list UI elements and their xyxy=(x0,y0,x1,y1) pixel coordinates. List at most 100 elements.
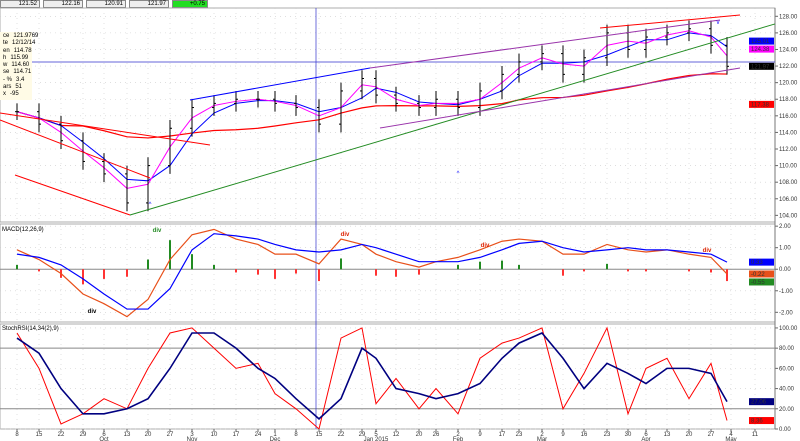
date-tick-label: 24 xyxy=(255,432,262,438)
date-tick-label: 20 xyxy=(686,432,693,438)
close-value: 121.97 xyxy=(129,0,169,8)
price-bar xyxy=(394,86,398,112)
last-value-badge xyxy=(749,100,774,108)
last-value-badge xyxy=(749,398,774,406)
data-window-row: w 114.60 xyxy=(3,62,29,69)
y-tick-label: 20.00 xyxy=(779,407,795,413)
date-tick-label: 1 xyxy=(273,432,277,438)
data-window-value: 114.78 xyxy=(13,47,32,54)
data-window-label: w xyxy=(3,62,8,69)
date-tick-label: 4 xyxy=(729,432,733,438)
trendline xyxy=(599,14,741,29)
trendline xyxy=(189,67,371,101)
price-bar xyxy=(81,132,85,170)
data-window-row: se 114.71 xyxy=(3,69,31,76)
price-bar xyxy=(665,24,669,46)
date-tick-label: 17 xyxy=(499,432,506,438)
date-tick-label: 27 xyxy=(167,432,174,438)
annotation-label: ^ xyxy=(149,202,152,208)
last-value-badge-text: 124.38 xyxy=(751,47,770,53)
panel-frame xyxy=(0,223,776,323)
price-bar xyxy=(582,49,586,83)
divergence-label: div xyxy=(703,248,712,254)
date-tick-label: 17 xyxy=(233,432,240,438)
data-window-row: en 114.78 xyxy=(3,47,32,55)
date-tick-label: 5 xyxy=(374,432,378,438)
month-label: Mar xyxy=(537,437,547,441)
last-value-badge xyxy=(749,37,774,45)
data-window-row: - % 3.4 xyxy=(3,77,29,84)
last-value-badge xyxy=(749,258,774,266)
fast-moving-average-line xyxy=(16,30,728,189)
data-window-value: 114.60 xyxy=(11,62,30,69)
date-tick-label: 10 xyxy=(211,432,218,438)
date-tick-label: 27 xyxy=(708,432,715,438)
y-tick-label: 0.00 xyxy=(779,267,791,273)
data-window-row: te 12/12/14 xyxy=(3,40,35,47)
data-window-label: h xyxy=(3,54,7,61)
y-tick-label: 60.00 xyxy=(779,366,795,372)
annotation-label: v xyxy=(717,20,720,26)
price-bar xyxy=(540,45,544,71)
data-window-row: ce 121.9769 xyxy=(3,33,38,40)
divergence-label: div xyxy=(153,228,162,234)
last-value-badge-text: -0.55 xyxy=(751,280,765,286)
y-tick-label: 40.00 xyxy=(779,387,795,393)
data-window-row: x -95 xyxy=(3,91,29,98)
last-value-badge-text: 27.06 xyxy=(751,400,767,406)
date-tick-label: 13 xyxy=(664,432,671,438)
trendline xyxy=(379,67,741,129)
price-bar xyxy=(102,153,106,183)
data-window: ce 121.9769 te 12/12/14 en 114.78 h 115.99 w 114.… xyxy=(0,32,38,100)
price-bar xyxy=(644,28,648,58)
last-value-badge-text: 117.38 xyxy=(751,102,770,108)
month-label: Nov xyxy=(187,437,198,441)
price-bar xyxy=(146,157,150,212)
stochrsi-k-line xyxy=(16,326,728,430)
price-bar xyxy=(605,24,609,67)
last-value-badge xyxy=(749,278,774,286)
open-value: 121.52 xyxy=(0,0,40,8)
price-bar xyxy=(234,90,238,112)
date-tick-label: 20 xyxy=(416,432,423,438)
divergence-label: div xyxy=(481,243,490,249)
date-tick-label: 8 xyxy=(294,432,298,438)
date-tick-label: 22 xyxy=(58,432,65,438)
long-moving-average-line xyxy=(16,73,728,139)
date-tick-label: 9 xyxy=(478,432,482,438)
price-bar xyxy=(37,103,41,133)
month-label: May xyxy=(725,437,736,441)
y-tick-label: 122.00 xyxy=(779,64,798,70)
month-label: Dec xyxy=(270,437,281,441)
change-value: +0.75 xyxy=(172,0,208,8)
y-tick-label: -2.00 xyxy=(779,310,793,316)
price-bar xyxy=(725,37,729,75)
date-tick-label: 6 xyxy=(644,432,648,438)
last-value-badge-text: -0.22 xyxy=(751,272,765,278)
trendline xyxy=(0,119,151,179)
last-value-badge xyxy=(749,270,774,278)
y-tick-label: 128.00 xyxy=(779,14,798,20)
y-tick-label: 116.00 xyxy=(779,114,798,120)
date-tick-label: 23 xyxy=(604,432,611,438)
y-tick-label: 112.00 xyxy=(779,147,798,153)
last-value-badge xyxy=(749,62,774,70)
date-tick-label: 12 xyxy=(393,432,400,438)
month-label: Apr xyxy=(641,437,650,441)
data-window-label: x xyxy=(3,91,6,98)
price-bar xyxy=(125,165,129,212)
price-bar xyxy=(168,119,172,174)
y-tick-label: 108.00 xyxy=(779,180,798,186)
data-window-label: se xyxy=(3,69,10,76)
price-bar xyxy=(478,82,482,116)
date-tick-label: 29 xyxy=(359,432,366,438)
y-tick-label: 120.00 xyxy=(779,81,798,87)
high-value: 122.16 xyxy=(43,0,83,8)
data-window-label: - % xyxy=(3,76,12,83)
annotation-label: ^ xyxy=(457,171,460,177)
price-bar xyxy=(417,95,421,116)
y-tick-label: 110.00 xyxy=(779,164,798,170)
low-value: 120.91 xyxy=(86,0,126,8)
y-tick-label: 118.00 xyxy=(779,97,798,103)
